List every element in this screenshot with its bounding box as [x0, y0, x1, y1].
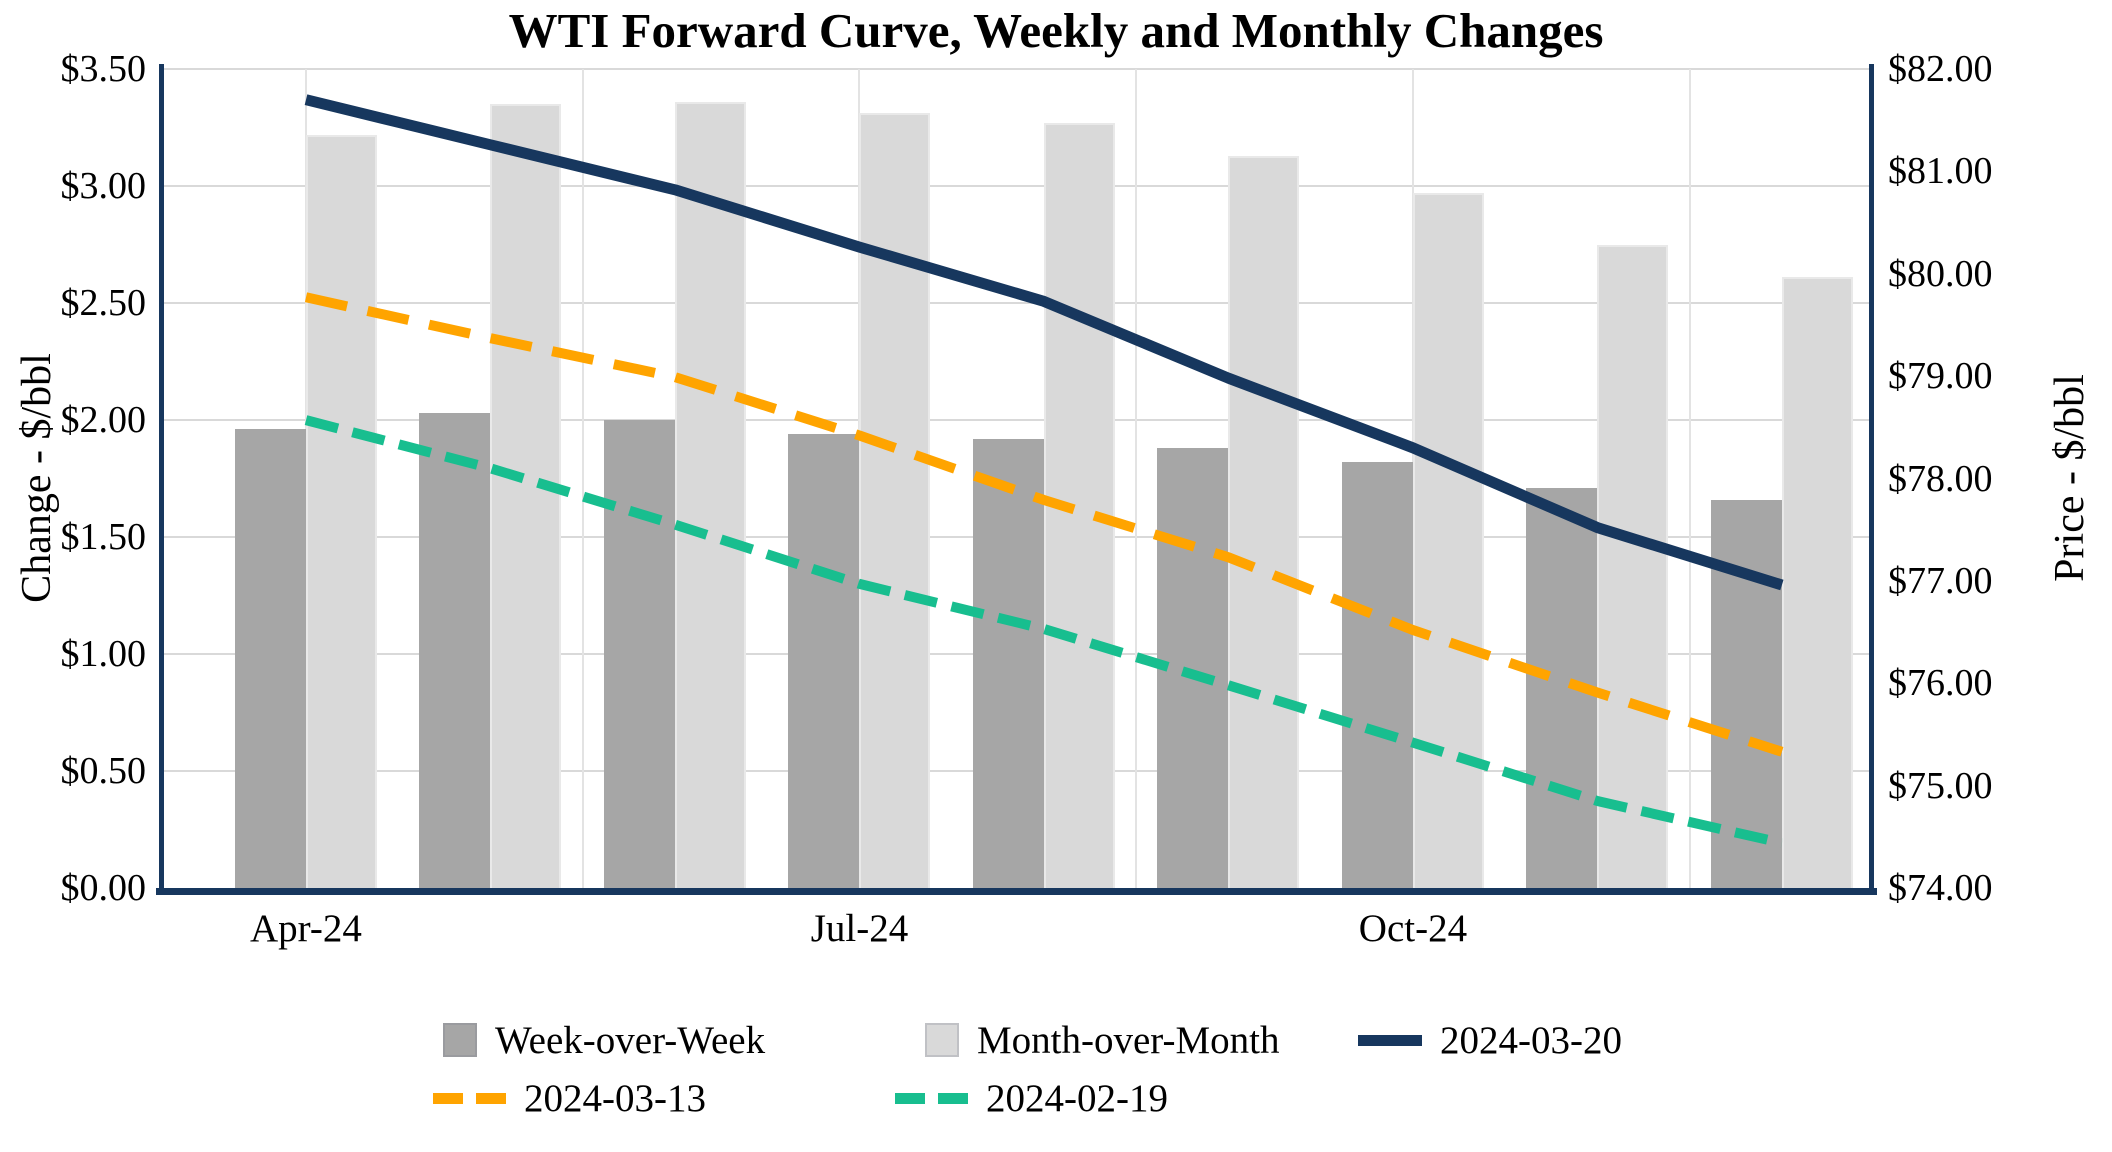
legend-swatch-dash: [895, 1092, 968, 1104]
right-tick-label: $78.00: [1888, 457, 1993, 500]
bar-month-over-month: [1597, 244, 1669, 888]
bar-week-over-week: [1157, 448, 1229, 888]
bar-week-over-week: [972, 438, 1044, 888]
left-tick-label: $0.00: [60, 867, 147, 909]
line-2024-02-19: [304, 415, 1784, 848]
left-tick-label: $2.00: [60, 399, 147, 441]
legend-item-2024-03-13: 2024-03-13: [433, 1076, 706, 1120]
bar-month-over-month: [490, 104, 562, 888]
legend-label: 2024-03-13: [524, 1076, 706, 1120]
legend-label: Week-over-Week: [495, 1018, 766, 1062]
left-tick-label: $2.50: [60, 282, 147, 324]
bar-month-over-month: [1781, 277, 1853, 888]
horizontal-gridline: [163, 419, 1871, 421]
vertical-gridline: [581, 69, 584, 888]
legend-item-week-over-week: Week-over-Week: [443, 1018, 765, 1062]
x-tick-label: Oct-24: [1358, 907, 1468, 950]
legend-swatch-dash-segment: [938, 1092, 968, 1104]
bar-month-over-month: [1412, 193, 1484, 888]
right-axis-line: [1869, 64, 1874, 894]
bar-week-over-week: [419, 412, 491, 888]
legend-item-2024-03-20: 2024-03-20: [1358, 1018, 1622, 1062]
legend-label: 2024-03-20: [1440, 1018, 1622, 1062]
right-tick-label: $80.00: [1888, 252, 1993, 295]
vertical-gridline: [1688, 69, 1691, 888]
left-axis-title: Change - $/bbl: [14, 353, 60, 603]
bar-week-over-week: [788, 434, 860, 888]
right-tick-label: $76.00: [1888, 662, 1993, 705]
right-tick-label: $77.00: [1888, 559, 1993, 602]
vertical-gridline: [1135, 69, 1138, 888]
bar-week-over-week: [603, 420, 675, 888]
line-2024-03-13: [304, 292, 1784, 757]
legend-label: Month-over-Month: [977, 1018, 1280, 1062]
left-tick-label: $3.50: [60, 48, 147, 90]
line-series-layer: [304, 94, 1784, 848]
bar-week-over-week: [1341, 462, 1413, 888]
bottom-axis-line: [156, 888, 1877, 895]
right-tick-label: $82.00: [1888, 48, 1993, 90]
x-tick-label: Jul-24: [810, 907, 909, 950]
legend-swatch-dash-segment: [476, 1092, 506, 1104]
bar-month-over-month: [859, 113, 931, 888]
line-2024-03-20: [304, 94, 1784, 591]
right-tick-label: $79.00: [1888, 355, 1993, 398]
bar-month-over-month: [674, 101, 746, 888]
left-tick-label: $3.00: [60, 165, 147, 207]
legend-swatch-dash-segment: [433, 1092, 463, 1104]
plot-area: [163, 68, 1871, 888]
legend-swatch-square: [443, 1023, 477, 1057]
left-tick-label: $1.50: [60, 516, 147, 558]
bar-week-over-week: [234, 429, 306, 888]
legend-swatch-dash-segment: [895, 1092, 925, 1104]
bar-month-over-month: [305, 134, 377, 888]
legend-label: 2024-02-19: [986, 1076, 1168, 1120]
right-tick-label: $81.00: [1888, 150, 1993, 193]
right-tick-label: $75.00: [1888, 764, 1993, 807]
chart-title: WTI Forward Curve, Weekly and Monthly Ch…: [508, 3, 1604, 58]
right-tick-label: $74.00: [1888, 867, 1993, 909]
left-tick-label: $1.00: [60, 633, 147, 675]
legend-swatch-square: [925, 1023, 959, 1057]
bar-month-over-month: [1228, 155, 1300, 888]
left-axis-line: [159, 64, 164, 894]
horizontal-gridline: [163, 185, 1871, 187]
legend-swatch-line: [1358, 1034, 1422, 1046]
x-tick-label: Apr-24: [250, 907, 362, 950]
horizontal-gridline: [163, 68, 1871, 70]
legend-swatch-dash: [433, 1092, 506, 1104]
left-tick-label: $0.50: [60, 750, 147, 792]
legend-item-2024-02-19: 2024-02-19: [895, 1076, 1168, 1120]
horizontal-gridline: [163, 302, 1871, 304]
legend-item-month-over-month: Month-over-Month: [925, 1018, 1280, 1062]
